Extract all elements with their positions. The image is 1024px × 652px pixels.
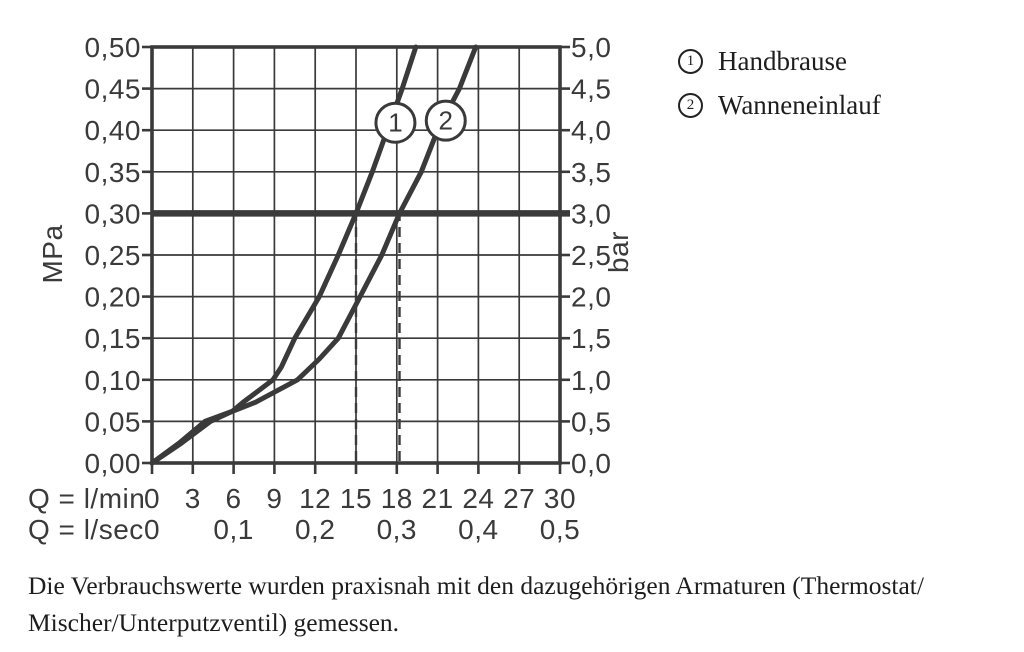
x-tick-label-lsec: 0,5	[540, 514, 580, 545]
x-tick-label-lmin: 21	[422, 483, 454, 514]
caption-line-1: Die Verbrauchswerte wurden praxisnah mit…	[28, 571, 924, 600]
y-right-tick-label: 1,5	[571, 323, 611, 354]
x-tick-label-lmin: 6	[226, 483, 242, 514]
x-tick-label-lmin: 30	[544, 483, 576, 514]
legend-label-handbrause: Handbrause	[718, 46, 847, 76]
legend-item-wanneneinlauf: 2 Wanneneinlauf	[678, 90, 881, 121]
curve-wanneneinlauf	[149, 44, 479, 466]
x-tick-label-lmin: 27	[503, 483, 535, 514]
x-tick-label-lmin: 9	[266, 483, 282, 514]
y-left-tick-label: 0,30	[85, 198, 142, 229]
x-tick-label-lmin: 3	[185, 483, 201, 514]
x-axis-row2-label: Q = l/sec	[28, 514, 144, 545]
y-left-tick-label: 0,05	[85, 406, 142, 437]
y-left-tick-label: 0,40	[85, 115, 142, 146]
legend-label-wanneneinlauf: Wanneneinlauf	[718, 90, 881, 120]
y-right-tick-label: 0,0	[571, 448, 611, 479]
x-tick-label-lmin: 12	[299, 483, 331, 514]
caption-line-2: Mischer/Unterputzventil) gemessen.	[28, 608, 400, 637]
y-right-tick-label: 4,0	[571, 115, 611, 146]
axis-frame	[150, 45, 562, 465]
curve-marker-circle-1	[374, 101, 417, 144]
x-tick-label-lsec: 0,4	[458, 514, 498, 545]
y-right-tick-label: 1,0	[571, 365, 611, 396]
y-left-tick-label: 0,45	[85, 74, 142, 105]
curve-marker-number-1: 1	[388, 108, 402, 138]
x-tick-label-lmin: 0	[144, 483, 160, 514]
x-tick-label-lmin: 24	[462, 483, 494, 514]
y-left-unit-label: MPa	[37, 224, 68, 283]
x-tick-label-lsec: 0	[144, 514, 160, 545]
legend: 1 Handbrause 2 Wanneneinlauf	[678, 46, 881, 134]
y-right-tick-label: 5,0	[571, 32, 611, 63]
curve-marker-number-2: 2	[439, 106, 453, 136]
curve-marker-circle-2	[424, 99, 467, 142]
y-left-tick-label: 0,20	[85, 282, 142, 313]
y-right-tick-label: 2,5	[571, 240, 611, 271]
y-left-tick-label: 0,10	[85, 365, 142, 396]
y-left-tick-label: 0,25	[85, 240, 142, 271]
x-axis-row1-label: Q = l/min	[28, 483, 145, 514]
legend-item-handbrause: 1 Handbrause	[678, 46, 881, 77]
y-left-tick-label: 0,15	[85, 323, 142, 354]
y-left-tick-label: 0,35	[85, 157, 142, 188]
x-tick-label-lsec: 0,2	[295, 514, 335, 545]
y-right-tick-label: 2,0	[571, 282, 611, 313]
y-left-tick-label: 0,50	[85, 32, 142, 63]
y-right-tick-label: 0,5	[571, 406, 611, 437]
y-right-tick-label: 3,5	[571, 157, 611, 188]
circled-1-icon: 1	[678, 49, 703, 74]
circled-2-icon: 2	[678, 93, 703, 118]
y-left-tick-label: 0,00	[85, 448, 142, 479]
y-right-unit-label: bar	[603, 231, 634, 273]
caption: Die Verbrauchswerte wurden praxisnah mit…	[28, 567, 1008, 641]
x-tick-label-lsec: 0,3	[377, 514, 417, 545]
x-tick-label-lmin: 15	[340, 483, 372, 514]
y-right-tick-label: 4,5	[571, 74, 611, 105]
y-right-tick-label: 3,0	[571, 198, 611, 229]
flow-pressure-chart: 0 3 6 9 12 15 18 21 24 27 300,00 0,00,05 0,50,10 1,00…	[28, 32, 634, 545]
x-tick-label-lmin: 18	[381, 483, 413, 514]
x-tick-label-lsec: 0,1	[213, 514, 253, 545]
